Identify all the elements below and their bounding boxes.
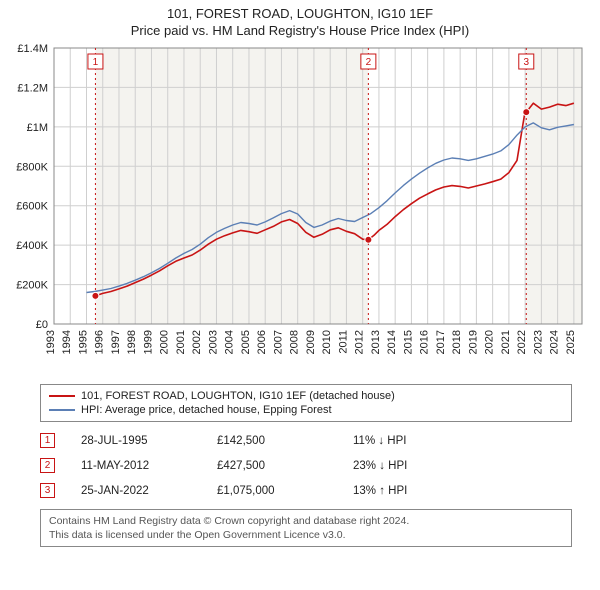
sale-date: 28-JUL-1995 [81,435,191,447]
svg-text:1997: 1997 [110,330,122,354]
svg-text:£0: £0 [36,319,48,331]
svg-text:2025: 2025 [565,330,577,354]
svg-text:1996: 1996 [94,330,106,354]
chart-title-address: 101, FOREST ROAD, LOUGHTON, IG10 1EF [0,6,600,21]
svg-text:2022: 2022 [516,330,528,354]
svg-text:2019: 2019 [467,330,479,354]
svg-text:2021: 2021 [500,330,512,354]
line-chart-svg: £0 £200K £400K £600K £800K £1M £1.2M £1.4M 1993 1… [0,40,600,380]
sale-delta: 13% ↑ HPI [353,485,473,497]
svg-text:2012: 2012 [354,330,366,354]
svg-text:2006: 2006 [256,330,268,354]
sale-marker-box: 1 [40,433,55,448]
sale-row: 2 11-MAY-2012 £427,500 23% ↓ HPI [40,453,572,478]
chart-title-block: 101, FOREST ROAD, LOUGHTON, IG10 1EF Pri… [0,0,600,40]
svg-text:2009: 2009 [305,330,317,354]
legend-label: 101, FOREST ROAD, LOUGHTON, IG10 1EF (de… [81,390,395,402]
legend-box: 101, FOREST ROAD, LOUGHTON, IG10 1EF (de… [40,384,572,422]
sale-row: 1 28-JUL-1995 £142,500 11% ↓ HPI [40,428,572,453]
legend-swatch [49,409,75,411]
svg-text:2015: 2015 [402,330,414,354]
sale-price: £1,075,000 [217,485,327,497]
svg-text:1998: 1998 [126,330,138,354]
sale-marker-box: 3 [40,483,55,498]
legend-label: HPI: Average price, detached house, Eppi… [81,404,332,416]
svg-text:2004: 2004 [224,330,236,354]
attribution-footer: Contains HM Land Registry data © Crown c… [40,509,572,547]
svg-text:£1.2M: £1.2M [17,82,48,94]
sale-date: 11-MAY-2012 [81,460,191,472]
svg-text:2001: 2001 [175,330,187,354]
svg-text:2000: 2000 [159,330,171,354]
sale-delta: 11% ↓ HPI [353,435,473,447]
svg-text:2010: 2010 [321,330,333,354]
svg-text:2002: 2002 [191,330,203,354]
svg-text:£200K: £200K [16,280,48,292]
sale-delta: 23% ↓ HPI [353,460,473,472]
svg-text:2017: 2017 [435,330,447,354]
sale-price: £142,500 [217,435,327,447]
chart-title-sub: Price paid vs. HM Land Registry's House … [0,23,600,38]
svg-text:2008: 2008 [289,330,301,354]
svg-text:2014: 2014 [386,330,398,354]
sales-table: 1 28-JUL-1995 £142,500 11% ↓ HPI 2 11-MAY-201… [40,428,572,503]
svg-text:2007: 2007 [272,330,284,354]
sale-date: 25-JAN-2022 [81,485,191,497]
svg-text:2011: 2011 [337,330,349,354]
svg-text:2003: 2003 [207,330,219,354]
svg-text:3: 3 [523,57,529,68]
svg-text:£800K: £800K [16,161,48,173]
sale-marker-box: 2 [40,458,55,473]
legend-item: HPI: Average price, detached house, Eppi… [49,403,563,417]
svg-text:2016: 2016 [419,330,431,354]
footer-line1: Contains HM Land Registry data © Crown c… [49,514,563,528]
svg-text:1999: 1999 [142,330,154,354]
svg-text:1: 1 [93,57,99,68]
svg-text:1995: 1995 [77,330,89,354]
svg-text:2005: 2005 [240,330,252,354]
svg-text:2013: 2013 [370,330,382,354]
legend-item: 101, FOREST ROAD, LOUGHTON, IG10 1EF (de… [49,389,563,403]
sale-row: 3 25-JAN-2022 £1,075,000 13% ↑ HPI [40,478,572,503]
svg-text:2: 2 [366,57,372,68]
svg-text:2023: 2023 [532,330,544,354]
sale-price: £427,500 [217,460,327,472]
svg-text:2018: 2018 [451,330,463,354]
svg-text:£400K: £400K [16,240,48,252]
svg-text:2020: 2020 [484,330,496,354]
legend-swatch [49,395,75,397]
svg-text:2024: 2024 [549,330,561,354]
svg-text:£1.4M: £1.4M [17,43,48,55]
chart-region: £0 £200K £400K £600K £800K £1M £1.2M £1.4M 1993 1… [0,40,600,380]
svg-text:£600K: £600K [16,201,48,213]
svg-text:1994: 1994 [61,330,73,354]
footer-line2: This data is licensed under the Open Gov… [49,528,563,542]
svg-text:1993: 1993 [45,330,57,354]
svg-text:£1M: £1M [27,122,48,134]
